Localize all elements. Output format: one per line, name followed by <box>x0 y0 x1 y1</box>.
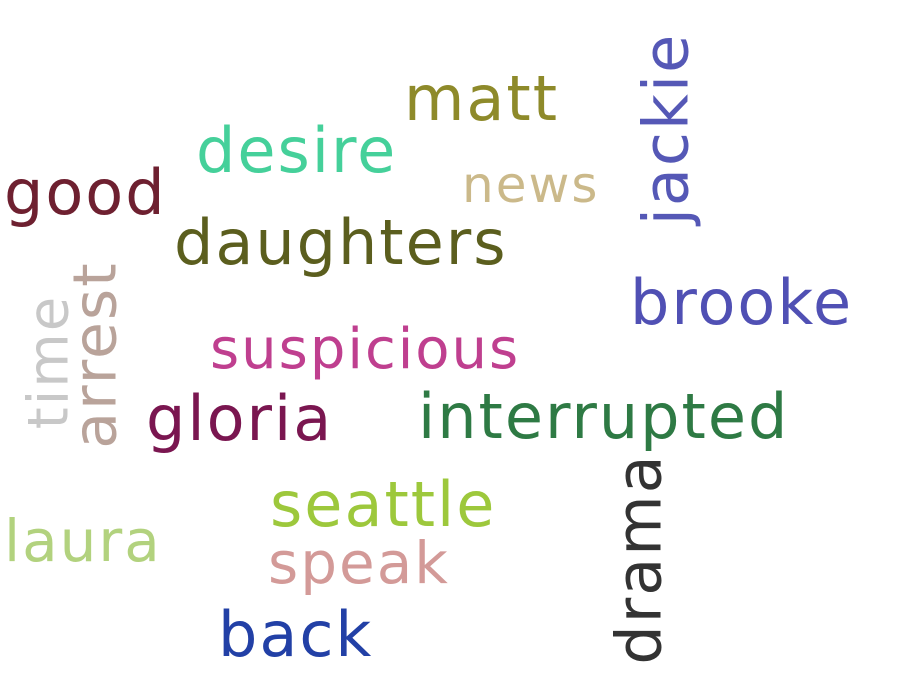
word-good: good <box>4 156 167 229</box>
word-time: time <box>16 294 82 430</box>
word-drama: drama <box>602 453 676 665</box>
word-speak: speak <box>268 529 450 597</box>
word-seattle: seattle <box>270 468 497 541</box>
word-news: news <box>462 156 600 214</box>
word-gloria: gloria <box>146 382 334 455</box>
word-back: back <box>218 598 374 671</box>
word-interrupted: interrupted <box>418 380 790 453</box>
word-laura: laura <box>4 507 162 575</box>
word-daughters: daughters <box>174 206 508 279</box>
word-suspicious: suspicious <box>210 317 521 382</box>
word-brooke: brooke <box>630 266 854 339</box>
word-desire: desire <box>196 114 398 187</box>
word-matt: matt <box>404 62 560 135</box>
word-jackie: jackie <box>629 32 703 226</box>
